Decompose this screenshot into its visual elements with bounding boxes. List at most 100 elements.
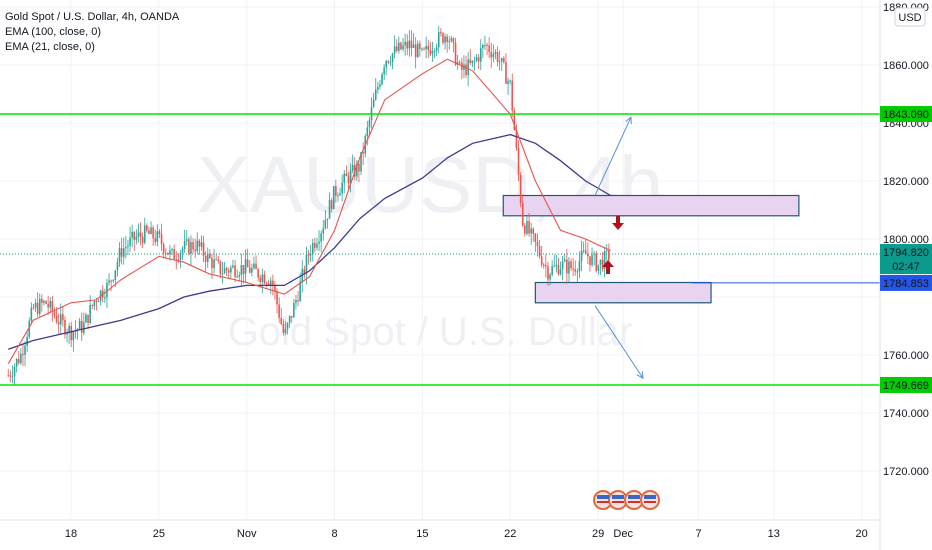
candle-body [173,248,175,260]
candle-body [20,353,22,363]
candle-body [251,268,253,273]
candle-body [295,300,297,303]
candle-body [358,163,360,172]
candle-body [391,53,394,63]
candle-body [164,252,167,254]
current-price-label: 1794.820 02:47 [880,244,932,275]
candle-body [534,233,537,242]
candle-body [479,48,482,62]
candle-body [125,247,127,249]
candle-body [482,45,484,49]
candle-body [55,315,58,323]
time-tick-label: 29 [592,528,604,540]
candle-body [526,221,528,234]
candle-body [185,239,188,241]
candle-body [274,285,276,292]
candle-body [167,252,169,255]
candle-body [135,236,138,240]
candle-body [372,99,375,108]
candle-body [387,60,390,63]
candle-body [465,64,467,76]
candle-body [322,228,325,234]
candle-body [91,304,94,307]
candle-body [116,262,119,271]
candle-body [232,265,234,268]
candle-body [97,301,100,303]
candle-body [440,32,442,34]
current-price-value: 1794.820 [883,247,929,259]
candle-body [330,200,333,210]
candle-body [458,62,461,64]
candle-body [146,225,148,231]
candle-body [223,268,226,274]
candle-body [400,42,402,50]
candle-body [591,254,593,265]
ema-21-legend[interactable]: EMA (21, close, 0) [5,41,95,53]
currency-button[interactable]: USD [894,7,926,27]
candle-body [32,307,35,309]
upper-level-label: 1843.090 [880,106,932,123]
candle-body [89,304,91,323]
candle-body [181,248,184,253]
arrow-head-icon [625,116,632,125]
watermark-name: Gold Spot / U.S. Dollar [228,310,633,354]
candle-body [536,241,539,247]
candle-body [104,297,106,299]
candle-body [53,311,56,316]
candle-body [589,256,591,265]
ema-100-legend[interactable]: EMA (100, close, 0) [5,26,101,38]
chart-title[interactable]: Gold Spot / U.S. Dollar, 4h, OANDA [5,11,180,23]
zones[interactable] [502,194,800,304]
candle-body [122,248,125,257]
lower-level-value: 1749.669 [883,380,929,392]
time-tick-label: Dec [613,528,633,540]
candle-body [437,32,440,48]
candle-body [290,315,293,318]
candle-body [454,42,457,65]
candle-body [307,254,310,256]
candle-body [469,59,472,64]
candle-body [444,36,446,43]
candle-body [530,228,532,234]
candle-body [87,314,89,323]
candle-body [395,46,398,51]
candle-body [593,253,595,255]
candle-body [347,176,350,184]
candle-body [448,40,451,42]
candle-body [259,277,262,282]
time-tick-label: 7 [695,528,701,540]
candle-body [188,239,190,254]
candle-body [293,302,295,318]
price-tick-label: 1740.000 [883,408,929,420]
candle-body [13,366,16,376]
economic-events-icon[interactable] [593,490,660,510]
candle-body [566,259,568,274]
candle-body [381,74,383,85]
projection-line [594,305,644,379]
candle-body [316,243,318,248]
candle-body [314,242,316,248]
candle-body [442,33,444,43]
candle-body [95,301,98,303]
candle-body [538,246,541,257]
candle-body [450,38,453,41]
candle-body [131,231,133,238]
candle-body [305,254,308,275]
candle-body [9,375,12,377]
candle-body [578,260,581,272]
candle-body [156,231,159,242]
time-tick-label: 8 [331,528,337,540]
candle-body [36,302,39,314]
candle-body [507,80,509,84]
candle-body [272,280,274,286]
candle-body [328,200,331,219]
candle-body [276,291,278,305]
candle-body [484,44,486,46]
projection-arrows[interactable] [594,116,644,380]
candle-body [242,265,245,274]
candle-body [383,67,385,75]
candle-body [494,52,497,54]
candle-body [269,280,272,285]
